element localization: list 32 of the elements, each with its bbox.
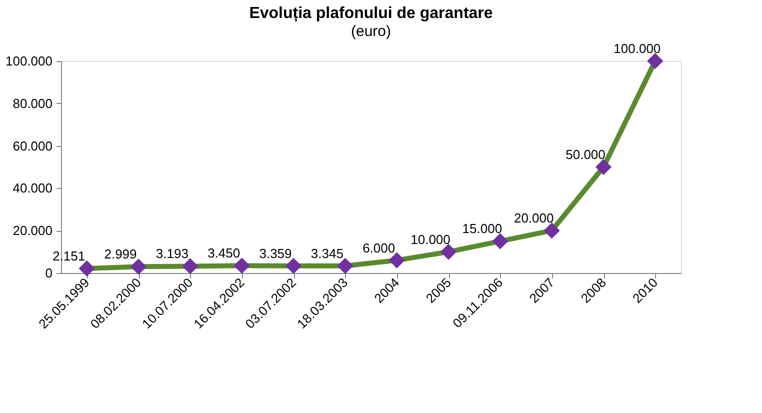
point <box>647 52 664 70</box>
point <box>130 258 147 275</box>
data-label: 3.450 <box>208 246 240 261</box>
data-label: 15.000 <box>462 221 502 236</box>
point <box>388 252 405 268</box>
point <box>492 233 508 250</box>
y-tick-label: 100.000 <box>6 54 52 68</box>
chart-subtitle: (euro) <box>350 23 392 40</box>
point <box>337 258 354 274</box>
point <box>595 158 612 176</box>
data-label: 3.345 <box>310 246 344 261</box>
point <box>78 260 95 276</box>
point <box>285 258 302 274</box>
y-tick-label: 0 <box>45 266 52 280</box>
point <box>182 258 198 274</box>
data-label: 3.359 <box>259 246 292 261</box>
data-label: 3.193 <box>156 246 188 262</box>
y-tick-label: 60.000 <box>12 138 52 154</box>
data-label: 20.000 <box>514 210 554 226</box>
data-label: 2.151 <box>52 248 86 264</box>
data-label: 6.000 <box>362 240 396 256</box>
data-label: 50.000 <box>566 147 606 162</box>
y-tick-label: 20.000 <box>12 223 52 238</box>
chart-title: Evoluția plafonului de garantare <box>249 5 493 22</box>
point <box>544 222 560 239</box>
y-tick-label: 80.000 <box>12 96 52 111</box>
y-tick-label: 40.000 <box>12 180 52 196</box>
data-label: 100.000 <box>614 41 661 56</box>
data-label: 2.999 <box>104 246 137 262</box>
point <box>440 244 457 260</box>
point <box>234 258 250 274</box>
data-label: 10.000 <box>410 232 450 247</box>
